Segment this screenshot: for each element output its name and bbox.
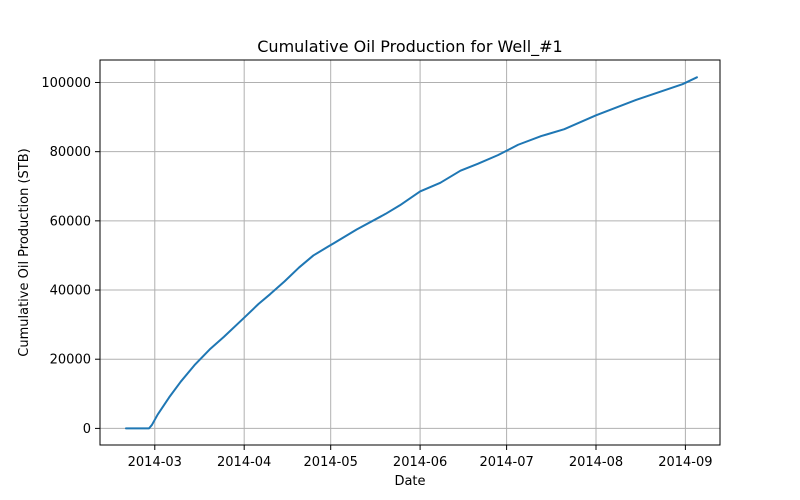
x-tick-label: 2014-07	[479, 455, 533, 470]
y-tick-label: 20000	[50, 353, 91, 368]
x-tick-label: 2014-03	[128, 455, 182, 470]
x-axis-label: Date	[394, 474, 425, 489]
plot-frame	[99, 59, 721, 446]
y-tick-label: 40000	[50, 284, 91, 299]
y-tick-label: 80000	[50, 145, 91, 160]
series-layer	[124, 76, 698, 430]
y-tick-label: 100000	[41, 76, 91, 91]
x-tick-label: 2014-06	[393, 455, 447, 470]
y-tick-label: 0	[83, 422, 91, 437]
x-tick-label: 2014-05	[304, 455, 358, 470]
series-line-cumulative-oil	[124, 76, 698, 430]
y-tick-label: 60000	[50, 214, 91, 229]
y-axis-label: Cumulative Oil Production (STB)	[17, 148, 32, 356]
chart-title: Cumulative Oil Production for Well_#1	[257, 37, 562, 57]
x-tick-label: 2014-04	[217, 455, 271, 470]
axes: 2014-03 2014-04 2014-05 2014-06 2014-07 2014-…	[41, 76, 712, 470]
x-tick-label: 2014-09	[658, 455, 712, 470]
x-tick-label: 2014-08	[569, 455, 623, 470]
grid	[100, 60, 720, 445]
